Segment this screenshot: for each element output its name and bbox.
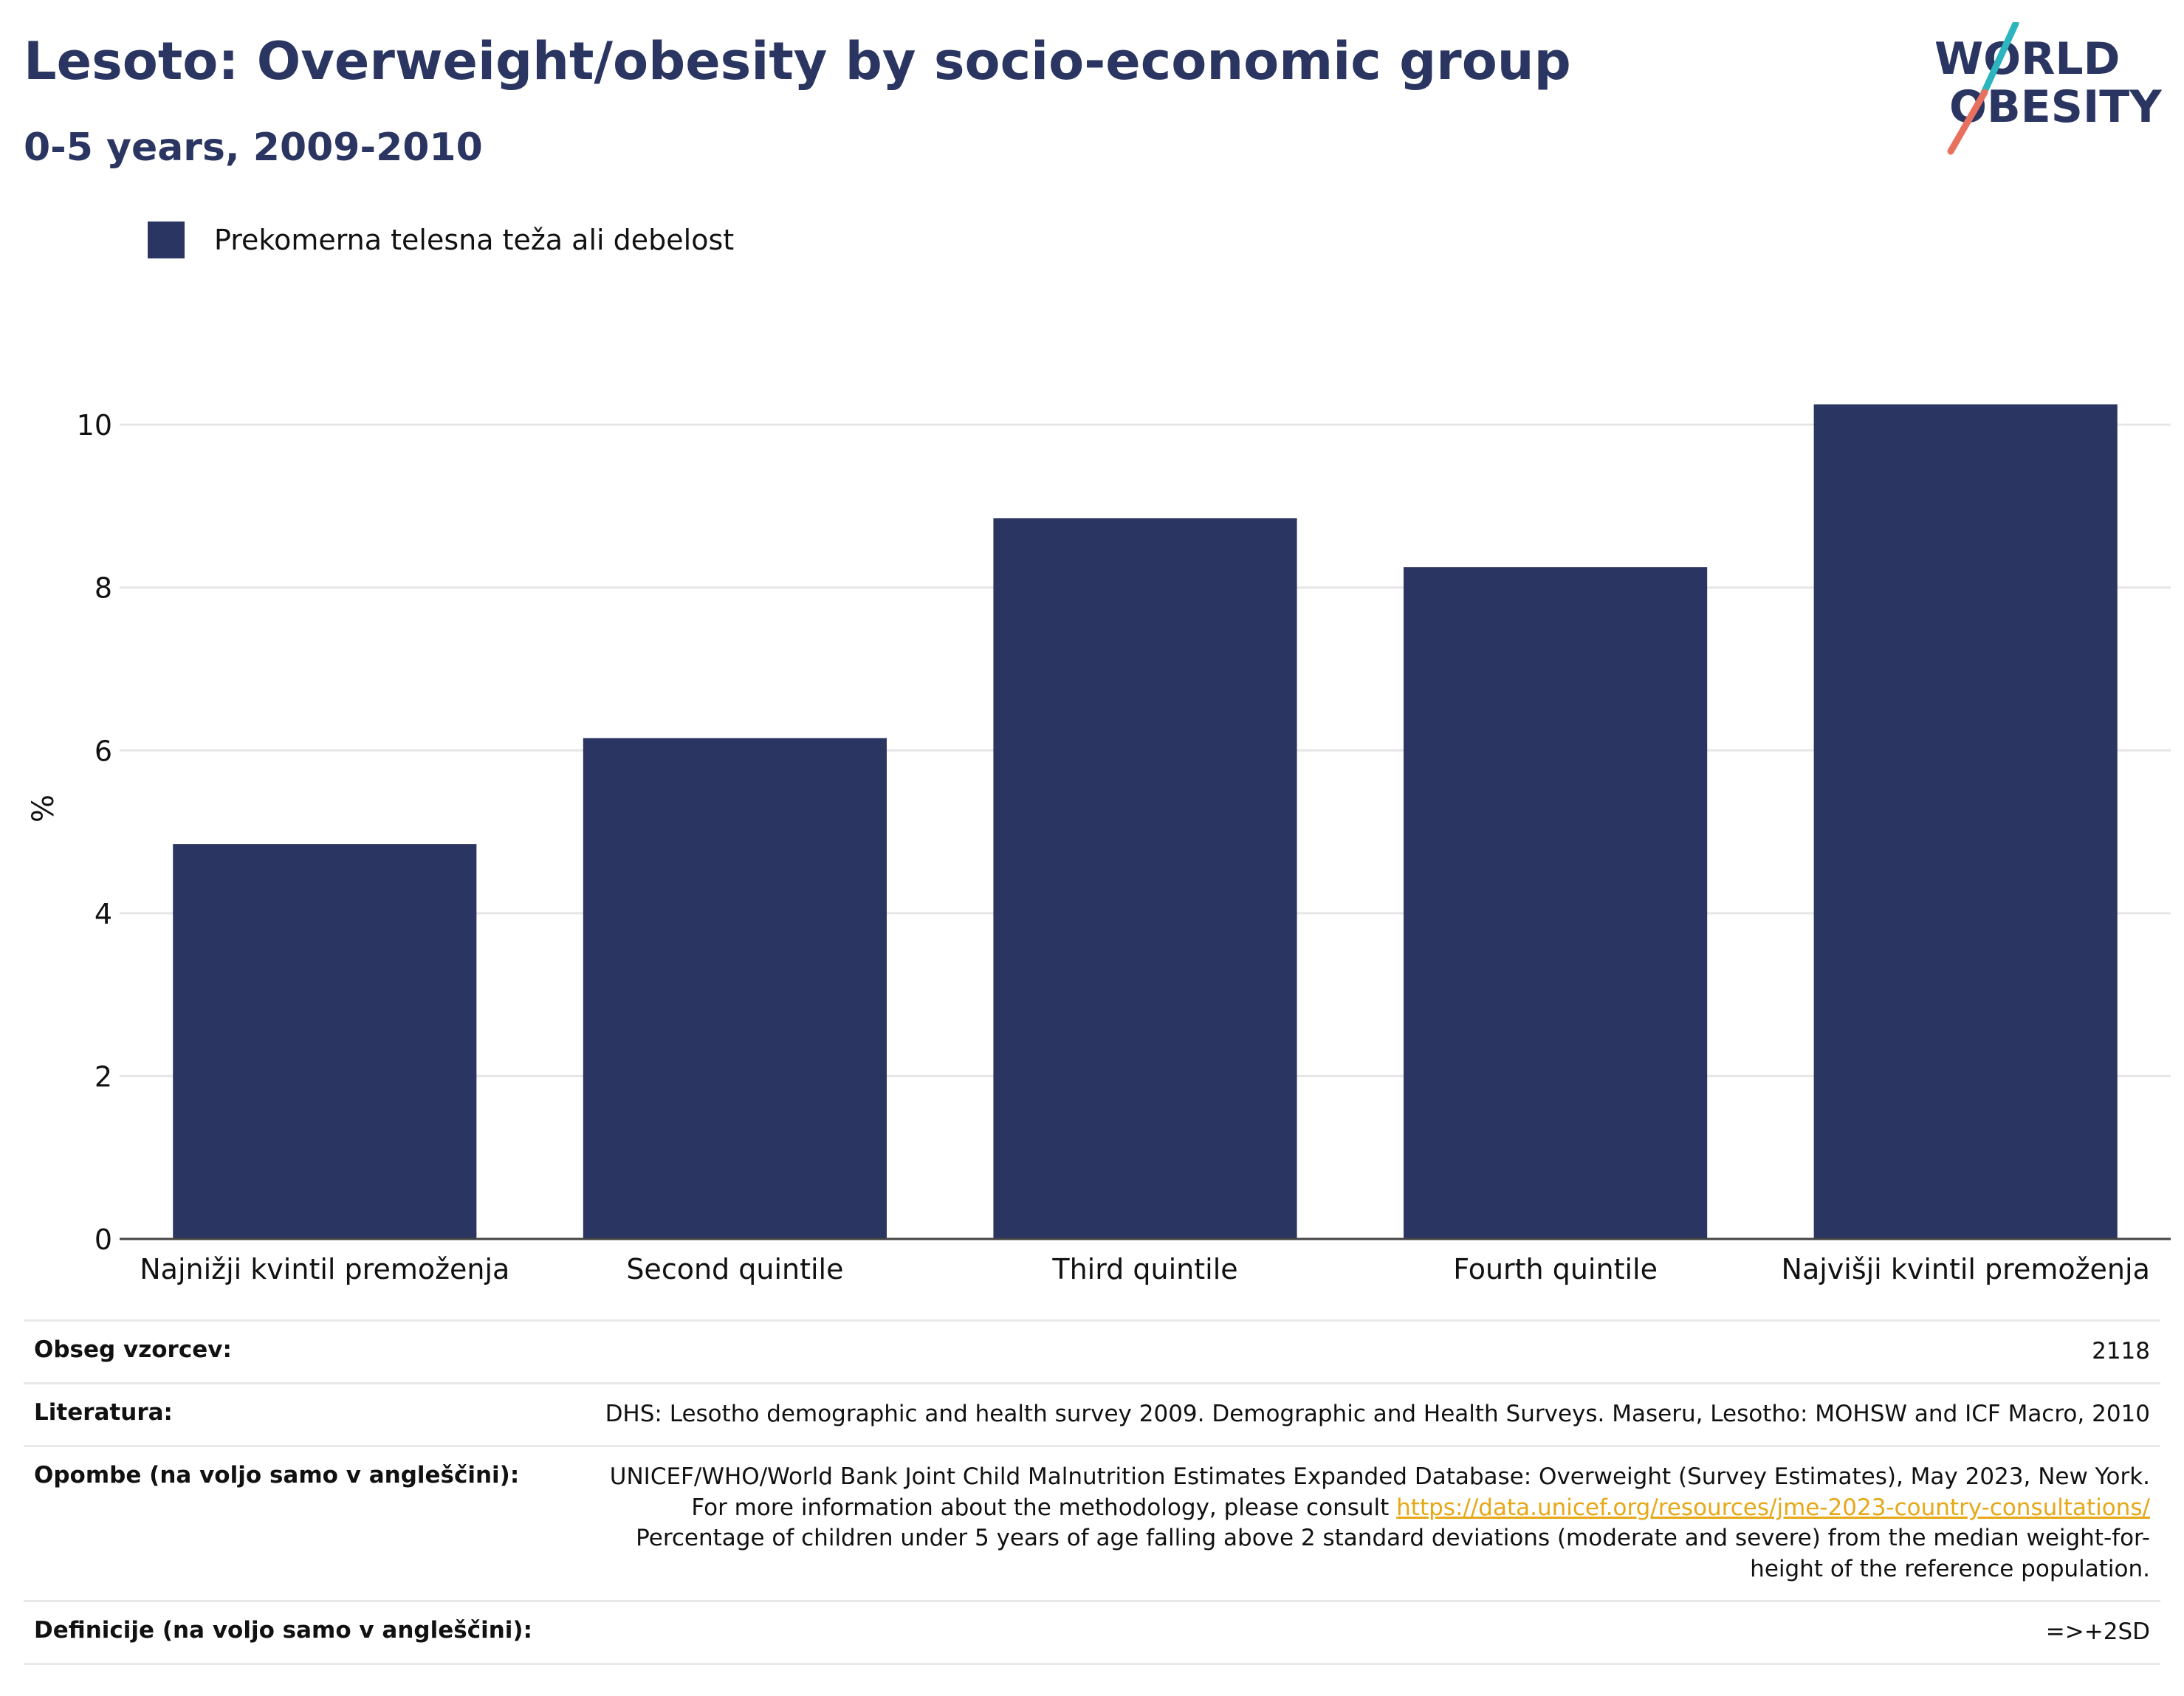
world-obesity-logo: WORLD OBESITY (1934, 22, 2163, 155)
info-row-sample: Obseg vzorcev: 2118 (24, 1319, 2160, 1382)
legend-label: Prekomerna telesna teža ali debelost (214, 224, 735, 256)
y-tick-label: 8 (95, 572, 112, 605)
logo-slash-coral (1947, 89, 1988, 155)
info-table: Obseg vzorcev: 2118 Literatura: DHS: Les… (24, 1319, 2160, 1665)
y-tick-label: 0 (95, 1223, 112, 1256)
x-tick-label: Najvišji kvintil premoženja (1782, 1253, 2150, 1285)
info-row-notes: Opombe (na voljo samo v angleščini): UNI… (24, 1444, 2160, 1600)
y-tick-label: 6 (95, 735, 112, 767)
legend-swatch (148, 222, 185, 258)
bar (993, 518, 1297, 1239)
logo-slash-teal (1979, 22, 2019, 100)
chart-subtitle: 0-5 years, 2009-2010 (24, 126, 483, 170)
y-tick-label: 10 (77, 409, 112, 442)
notes-text-2: Percentage of children under 5 years of … (636, 1525, 2150, 1583)
x-tick-label: Najnižji kvintil premoženja (140, 1253, 509, 1285)
x-tick-label: Third quintile (1051, 1253, 1237, 1285)
y-axis-ticks: 0 2 4 6 8 10 (77, 409, 112, 1256)
info-row-references: Literatura: DHS: Lesotho demographic and… (24, 1381, 2160, 1445)
definitions-value: =>+2SD (2045, 1618, 2150, 1646)
definitions-label: Definicije (na voljo samo v angleščini): (34, 1617, 532, 1644)
logo-text-world: WORLD (1934, 33, 2120, 85)
y-tick-label: 2 (95, 1060, 112, 1093)
x-tick-label: Second quintile (626, 1253, 843, 1285)
notes-label: Opombe (na voljo samo v angleščini): (34, 1461, 520, 1489)
sample-size-label: Obseg vzorcev: (34, 1336, 232, 1363)
bars (173, 404, 2118, 1239)
x-axis-ticks: Najnižji kvintil premoženja Second quinti… (140, 1253, 2150, 1285)
sample-size-value: 2118 (2092, 1338, 2150, 1364)
bar (173, 844, 477, 1239)
references-label: Literatura: (34, 1398, 173, 1426)
chart-title: Lesoto: Overweight/obesity by socio-econ… (24, 31, 1571, 92)
bar-chart: 0 2 4 6 8 10 Najnižji kvintil premoženja Secon… (27, 404, 2171, 1285)
info-row-definitions: Definicije (na voljo samo v angleščini):… (24, 1600, 2160, 1665)
bar (1404, 567, 1708, 1239)
x-tick-label: Fourth quintile (1453, 1253, 1658, 1285)
bar (1813, 404, 2118, 1239)
bar (583, 738, 887, 1239)
references-value: DHS: Lesotho demographic and health surv… (605, 1400, 2150, 1427)
y-tick-label: 4 (95, 898, 112, 930)
notes-text-1: UNICEF/WHO/World Bank Joint Child Malnut… (609, 1463, 2150, 1521)
y-axis-label: % (27, 794, 61, 823)
legend: Prekomerna telesna teža ali debelost (148, 218, 734, 262)
notes-value: UNICEF/WHO/World Bank Joint Child Malnut… (600, 1462, 2150, 1585)
notes-link[interactable]: https://data.unicef.org/resources/jme-20… (1396, 1494, 2150, 1521)
